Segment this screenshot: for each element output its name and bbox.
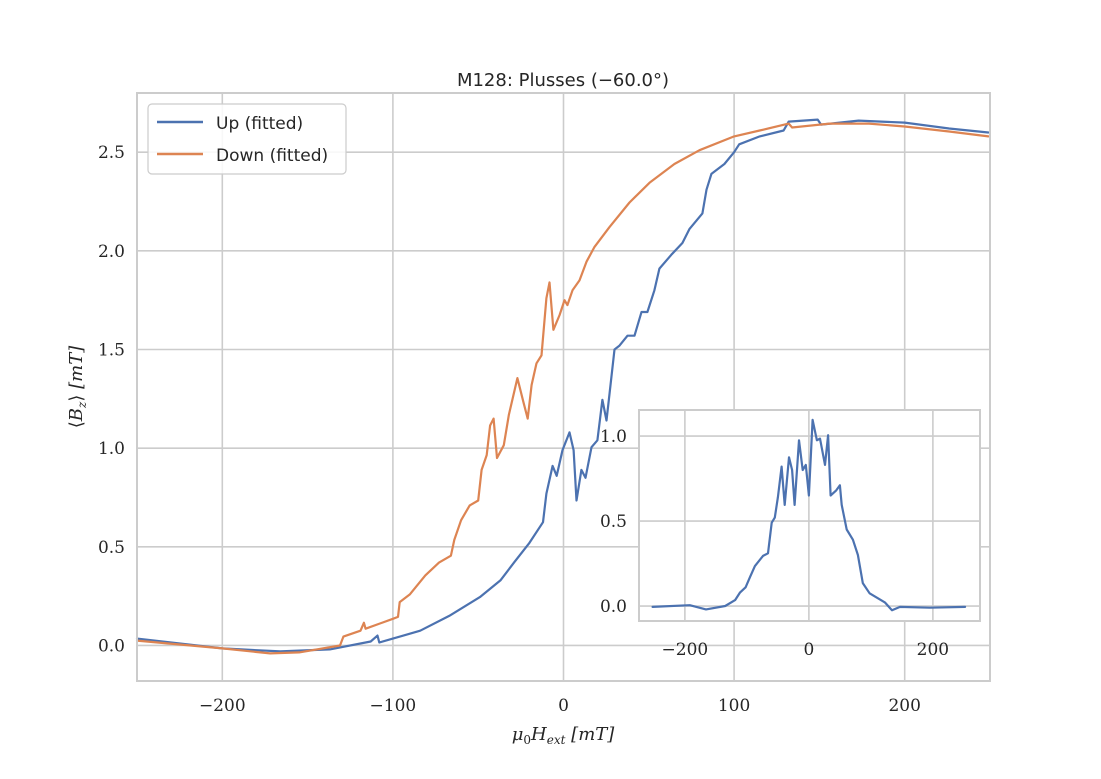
inset-x-tick-label: 0	[803, 640, 814, 660]
inset-y-tick-labels: 0.0 0.5 1.0	[600, 427, 627, 617]
main-x-tick-label: −200	[199, 696, 246, 716]
main-y-tick-label: 2.0	[98, 242, 125, 262]
inset-plot-frame	[638, 409, 981, 622]
inset-lines	[651, 418, 967, 612]
main-x-tick-label: 0	[558, 696, 569, 716]
main-y-tick-label: 1.5	[98, 341, 125, 361]
inset-y-tick-label: 0.0	[600, 597, 627, 617]
main-y-tick-labels: 0.0 0.5 1.0 1.5 2.0 2.5	[98, 143, 125, 656]
inset-axes: −200 0 200 0.0 0.5 1.0	[600, 409, 981, 660]
main-x-tick-label: −100	[370, 696, 417, 716]
x-axis-label: μ0Hext [mT]	[512, 724, 616, 747]
inset-y-tick-label: 1.0	[600, 427, 627, 447]
chart-title: M128: Plusses (−60.0°)	[457, 70, 669, 91]
main-series-up-fitted	[135, 118, 990, 653]
main-y-tick-label: 2.5	[98, 143, 125, 163]
legend: Up (fitted) Down (fitted)	[147, 103, 347, 175]
main-series-down-fitted	[135, 122, 990, 655]
main-lines	[135, 118, 990, 655]
main-x-tick-labels: −200 −100 0 100 200	[199, 696, 921, 716]
inset-y-tick-label: 0.5	[600, 512, 627, 532]
y-axis-label: ⟨Bz⟩ [mT]	[66, 345, 89, 428]
main-y-tick-label: 1.0	[98, 439, 125, 459]
inset-x-tick-labels: −200 0 200	[662, 640, 950, 660]
inset-grid	[639, 410, 980, 621]
inset-series-down-up	[651, 418, 967, 612]
main-y-tick-label: 0.5	[98, 538, 125, 558]
main-x-tick-label: 100	[718, 696, 750, 716]
main-grid	[137, 93, 990, 681]
main-x-tick-label: 200	[888, 696, 920, 716]
inset-x-tick-label: 200	[917, 640, 949, 660]
legend-label-up: Up (fitted)	[216, 114, 303, 134]
main-plot-frame	[136, 92, 991, 682]
main-y-tick-label: 0.0	[98, 636, 125, 656]
legend-label-down: Down (fitted)	[216, 146, 328, 166]
inset-x-tick-label: −200	[662, 640, 709, 660]
